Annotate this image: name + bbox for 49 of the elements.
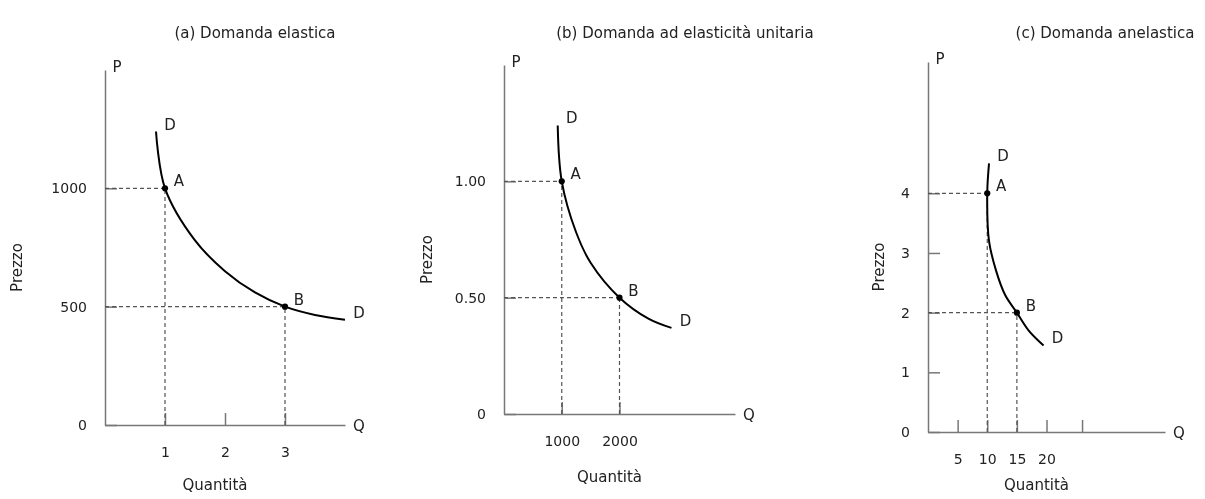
y-axis-title: Prezzo	[870, 242, 888, 292]
x-tick-label: 3	[281, 443, 290, 460]
x-tick-label: 2	[221, 443, 230, 460]
y-tick-label: 2	[901, 304, 910, 321]
line-series	[155, 130, 346, 321]
y-tick-label: 0	[477, 405, 486, 422]
line-series	[986, 162, 1045, 347]
annotation: B	[293, 290, 305, 309]
text: Q	[743, 406, 755, 424]
annotation: A	[996, 177, 1008, 196]
y-tick-label: 0.50	[454, 289, 486, 306]
annotation: P	[935, 50, 945, 68]
y-tick-label: 1	[901, 364, 910, 381]
chart-title: (b) Domanda ad elasticità unitaria	[556, 24, 814, 42]
x-axis-title: Quantità	[576, 468, 643, 486]
annotation: D	[997, 147, 1009, 166]
x-tick-label: 1	[161, 443, 170, 460]
annotation: A	[570, 165, 582, 184]
annotation: D	[164, 115, 176, 134]
x-tick-label: 5	[953, 450, 963, 467]
chart-title: (c) Domanda anelastica	[1015, 24, 1195, 42]
annotation: A	[173, 172, 185, 191]
text: Q	[1173, 424, 1185, 442]
x-tick-label: 10	[978, 450, 997, 467]
x-tick-label: 2000	[602, 432, 638, 449]
x-tick-label: 15	[1008, 450, 1027, 467]
annotation: D	[565, 109, 578, 128]
annotation: D	[679, 311, 692, 330]
annotation: D	[353, 303, 365, 322]
line-series	[556, 124, 673, 329]
annotation: D	[1051, 329, 1064, 348]
y-tick-label: 0	[901, 423, 910, 440]
y-tick-label: 500	[60, 298, 87, 315]
y-tick-label: 0	[78, 416, 87, 433]
annotation: B	[1025, 296, 1037, 315]
y-axis-title: Prezzo	[8, 243, 26, 292]
text: Q	[353, 417, 365, 435]
annotation: P	[112, 58, 122, 76]
x-axis-title: Quantità	[1003, 476, 1070, 494]
annotation: B	[628, 281, 639, 300]
y-tick-label: 1.00	[454, 173, 486, 190]
y-tick-label: 3	[901, 244, 910, 261]
y-axis-title: Prezzo	[418, 235, 436, 284]
annotation: P	[511, 53, 521, 71]
y-tick-label: 4	[901, 185, 911, 202]
x-tick-label: 20	[1038, 450, 1056, 467]
y-tick-label: 1000	[51, 180, 87, 197]
x-axis-title: Quantità	[182, 476, 248, 494]
chart-title: (a) Domanda elastica	[174, 24, 336, 42]
